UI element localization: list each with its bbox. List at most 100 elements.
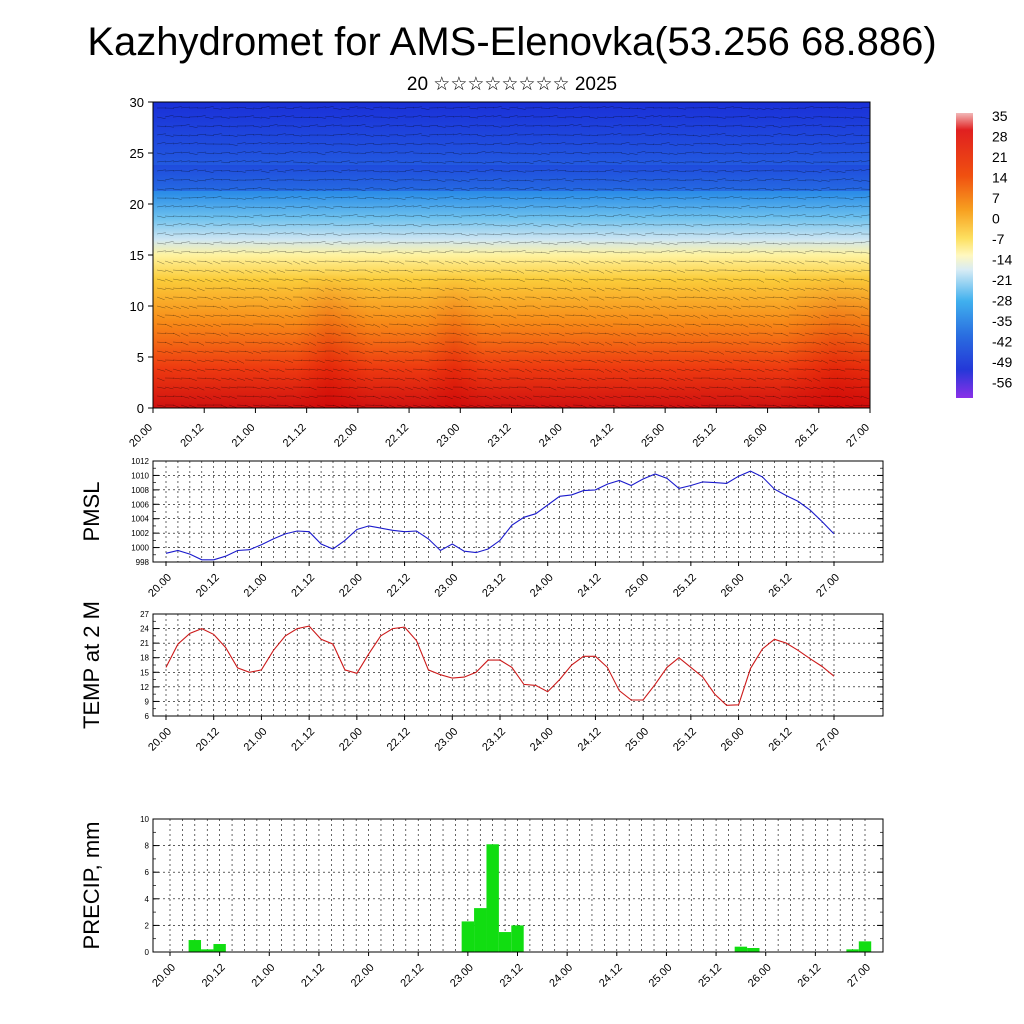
ytick-label: 9 — [145, 697, 150, 706]
wind-barb — [564, 152, 574, 154]
wind-barb — [724, 305, 733, 310]
wind-barb — [492, 359, 501, 363]
wind-barb — [372, 287, 381, 292]
wind-barb — [260, 350, 270, 353]
wind-barb — [748, 332, 758, 335]
wind-barb — [828, 287, 838, 290]
wind-barb — [404, 368, 413, 373]
wind-barb — [300, 188, 310, 191]
wind-barb — [372, 278, 382, 281]
ytick-label: 21 — [140, 639, 149, 648]
wind-barb — [660, 305, 670, 308]
wind-barb — [548, 260, 558, 264]
wind-barb — [644, 107, 654, 109]
panel-ylabel: PRECIP, mm — [79, 822, 104, 950]
wind-barb — [780, 125, 790, 128]
wind-barb — [604, 169, 614, 172]
ytick-label: 12 — [140, 683, 149, 692]
wind-barb — [340, 287, 350, 290]
wind-barb — [460, 197, 470, 200]
precip-bar — [747, 948, 760, 952]
wind-barb — [428, 250, 438, 253]
wind-barb — [244, 296, 254, 299]
wind-barb — [796, 124, 806, 127]
wind-barb — [620, 395, 630, 398]
wind-barb — [276, 377, 286, 381]
wind-barb — [820, 197, 830, 199]
wind-barb — [396, 278, 405, 282]
wind-barb — [588, 287, 597, 292]
wind-barb — [548, 341, 558, 345]
wind-barb — [756, 377, 766, 380]
wind-barb — [628, 115, 638, 118]
wind-barb — [436, 205, 446, 208]
wind-barb — [620, 224, 630, 226]
wind-barb — [740, 368, 750, 370]
wind-barb — [308, 188, 318, 191]
wind-barb — [612, 332, 621, 337]
wind-barb — [244, 223, 254, 226]
wind-barb — [284, 278, 294, 282]
wind-barb — [788, 196, 798, 199]
wind-barb — [548, 386, 557, 391]
wind-barb — [276, 314, 285, 319]
ytick-label: 1008 — [131, 486, 149, 495]
wind-barb — [324, 341, 334, 344]
xtick-label: 25.12 — [671, 726, 699, 754]
wind-barb — [796, 223, 806, 226]
wind-barb — [300, 179, 310, 181]
wind-barb — [172, 142, 182, 145]
wind-barb — [332, 386, 342, 390]
wind-barb — [316, 125, 326, 127]
wind-barb — [332, 224, 342, 226]
wind-barb — [292, 206, 302, 208]
wind-barb — [164, 125, 174, 128]
wind-barb — [740, 350, 750, 353]
wind-barb — [452, 359, 462, 363]
wind-barb — [508, 305, 517, 309]
xtick-label: 22.00 — [337, 726, 365, 754]
wind-barb — [428, 233, 438, 235]
wind-barb — [356, 178, 366, 181]
wind-barb — [644, 124, 654, 127]
wind-barb — [620, 179, 630, 182]
wind-barb — [428, 395, 437, 400]
wind-barb — [780, 395, 790, 398]
wind-barb — [508, 224, 518, 227]
wind-barb — [524, 152, 534, 155]
xtick-label: 24.00 — [528, 572, 556, 600]
wind-barb — [740, 377, 750, 380]
wind-barb — [484, 350, 494, 353]
wind-barb — [804, 188, 814, 191]
wind-barb — [460, 116, 470, 118]
wind-barb — [300, 341, 310, 345]
wind-barb — [268, 296, 278, 299]
wind-barb — [204, 260, 213, 265]
wind-barb — [324, 206, 334, 209]
wind-barb — [356, 368, 366, 371]
wind-barb — [844, 160, 854, 163]
wind-barb — [276, 386, 285, 390]
wind-barb — [516, 107, 526, 110]
wind-barb — [460, 404, 470, 408]
wind-barb — [532, 241, 542, 244]
wind-barb — [556, 269, 566, 272]
wind-barb — [484, 287, 493, 292]
wind-barb — [644, 386, 654, 389]
wind-barb — [660, 269, 670, 271]
wind-barb — [284, 242, 294, 245]
wind-barb — [196, 332, 206, 336]
wind-barb — [732, 188, 742, 191]
wind-barb — [660, 404, 669, 409]
wind-barb — [356, 206, 366, 208]
wind-barb — [612, 187, 622, 190]
wind-barb — [300, 404, 310, 408]
wind-barb — [620, 404, 630, 407]
wind-barb — [500, 241, 510, 244]
wind-barb — [516, 124, 526, 127]
wind-barb — [572, 170, 582, 173]
wind-barb — [852, 323, 861, 328]
wind-barb — [844, 124, 854, 127]
wind-barb — [412, 115, 422, 118]
